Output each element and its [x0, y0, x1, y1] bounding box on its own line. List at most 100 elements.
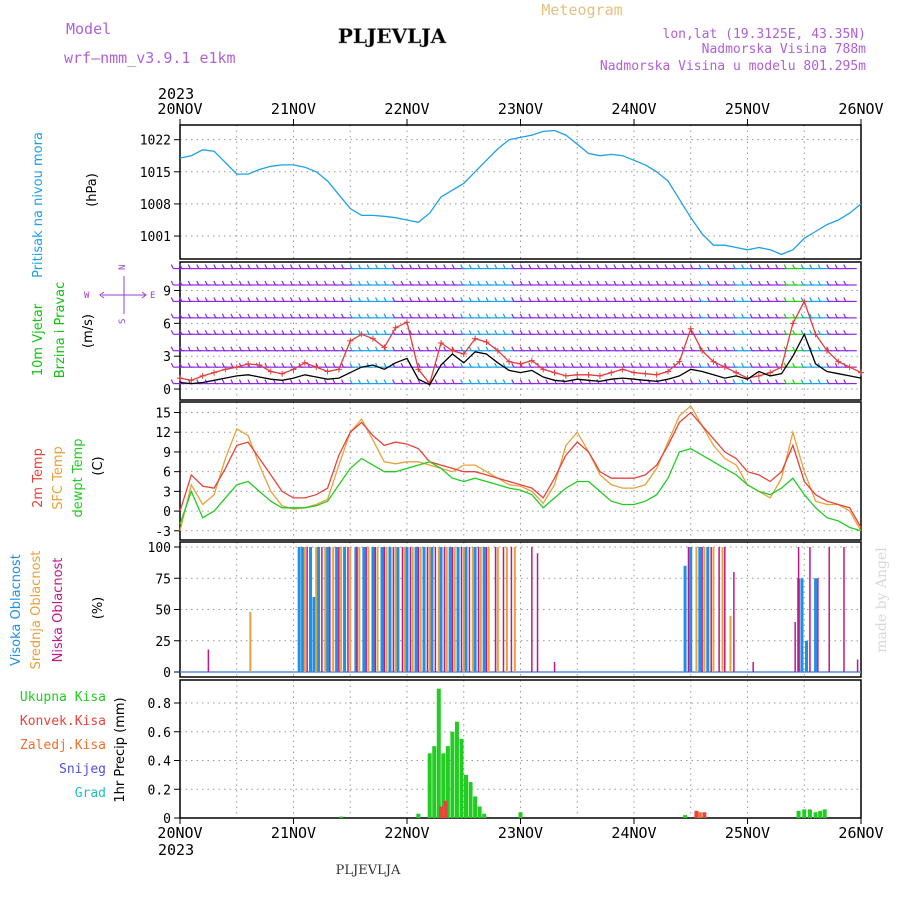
high-cloud-bar: [335, 547, 339, 672]
wind-barb-flag: [519, 346, 523, 351]
wind-barb-flag: [528, 280, 532, 286]
high-cloud-bar: [388, 547, 392, 672]
high-cloud-bar: [430, 547, 434, 672]
wind-barb-flag: [323, 330, 328, 335]
wind-barb-flag: [511, 362, 515, 368]
wind-barb-flag: [604, 313, 608, 319]
wind-barb-flag: [443, 280, 447, 286]
low-cloud-bar: [443, 547, 446, 672]
wind-barb-flag: [392, 264, 396, 269]
wind-panel: [170, 264, 864, 387]
wind-barb-flag: [536, 330, 540, 335]
wind-barb-flag: [460, 313, 464, 319]
total-rain-bar: [683, 815, 688, 818]
wind-barb-flag: [196, 264, 200, 269]
wind-gust-marker: [676, 358, 683, 365]
wind-barb-flag: [792, 362, 796, 368]
wind-barb-flag: [545, 362, 549, 368]
high-cloud-bar: [309, 547, 313, 672]
wind-barb-flag: [519, 330, 523, 335]
wind-barb-flag: [179, 330, 183, 335]
wind-gust-marker: [631, 369, 637, 376]
bottom-x-label: 23NOV: [498, 824, 543, 842]
wind-gust-marker: [733, 369, 740, 376]
wind-barb-flag: [298, 330, 302, 335]
low-cloud-bar: [338, 547, 340, 672]
wind-barb-flag: [375, 313, 379, 319]
wind-barb-flag: [221, 379, 225, 384]
wind-gust-marker: [585, 371, 592, 378]
model-elevation-label: Nadmorska Visina u modelu 801.295m: [600, 59, 866, 74]
wind-barb-flag: [400, 297, 404, 302]
wind-barb-flag: [434, 330, 438, 335]
wind-barb-flag: [698, 379, 702, 384]
wind-barb-flag: [553, 297, 557, 302]
wind-barb-flag: [570, 362, 574, 368]
wind-barb-flag: [502, 313, 506, 319]
mid-cloud-bar: [703, 547, 706, 672]
wind-barb-flag: [179, 297, 183, 302]
wind-barb-flag: [375, 264, 379, 269]
wind-barb-flag: [451, 362, 455, 368]
high-cloud-bar: [380, 547, 384, 672]
wind-barb-flag: [834, 297, 838, 302]
wind-barb-flag: [358, 264, 362, 269]
wind-barb-flag: [630, 297, 634, 302]
mid-cloud-bar: [367, 547, 370, 672]
direction-w: W: [84, 291, 90, 301]
mid-cloud-bar: [324, 547, 327, 672]
wind-barb-flag: [689, 280, 694, 286]
wind-barb-flag: [664, 362, 668, 368]
wind-barb-flag: [332, 280, 336, 286]
wind-barb-flag: [638, 280, 642, 286]
y-tick-label: 1001: [140, 230, 171, 245]
wind-barb-flag: [289, 330, 293, 335]
high-cloud-bar: [482, 547, 486, 672]
wind-barb-flag: [417, 280, 421, 286]
wind-barb-flag: [358, 280, 362, 286]
wind-barb-flag: [468, 330, 472, 335]
mid-cloud-bar: [437, 547, 440, 672]
y-tick-label: -3: [155, 525, 171, 540]
temp-unit: (C): [91, 456, 106, 475]
wind-barb-flag: [681, 362, 685, 368]
total-rain-bar: [445, 746, 450, 818]
wind-barb-flag: [187, 313, 191, 319]
wind-barb-flag: [698, 264, 702, 269]
wind-gust-marker: [438, 340, 445, 347]
high-cloud-bar: [362, 547, 366, 672]
cloud-ylabel-mid: Srednja Oblacnost: [29, 551, 44, 670]
wind-barb-flag: [494, 280, 498, 286]
wind-barb-flag: [783, 330, 787, 335]
wind-barb-flag: [741, 362, 745, 368]
wind-barb-flag: [298, 297, 302, 302]
wind-barb-flag: [647, 346, 651, 351]
y-tick-label: 12: [155, 426, 171, 441]
wind-gust-marker: [222, 366, 229, 373]
wind-barb-flag: [638, 346, 642, 351]
total-rain-bar: [807, 809, 812, 818]
wind-barb-flag: [698, 330, 702, 335]
wind-barb-flag: [647, 313, 651, 319]
wind-barb-flag: [843, 313, 847, 319]
wind-barb-flag: [528, 346, 532, 351]
wind-gust-marker: [472, 335, 479, 342]
wind-barb-flag: [247, 346, 251, 351]
wind-barb-flag: [749, 313, 753, 319]
mid-cloud-bar: [505, 547, 508, 672]
legend-snow: Snijeg: [59, 762, 106, 777]
wind-barb-flag: [766, 362, 770, 368]
wind-barb-flag: [562, 280, 566, 286]
y-tick-label: 3: [163, 350, 171, 365]
total-rain-bar: [822, 809, 827, 818]
total-rain-bar: [473, 796, 478, 818]
wind-barb-flag: [170, 280, 174, 286]
wind-barb-flag: [800, 280, 804, 286]
wind-barb-flag: [204, 297, 208, 302]
wind-gust-marker: [801, 298, 808, 305]
wind-barb-flag: [468, 297, 472, 302]
wind-barb-flag: [247, 280, 251, 286]
wind-barb-flag: [681, 264, 685, 269]
wind-barb-flag: [494, 297, 498, 302]
wind-unit: (m/s): [81, 314, 96, 348]
